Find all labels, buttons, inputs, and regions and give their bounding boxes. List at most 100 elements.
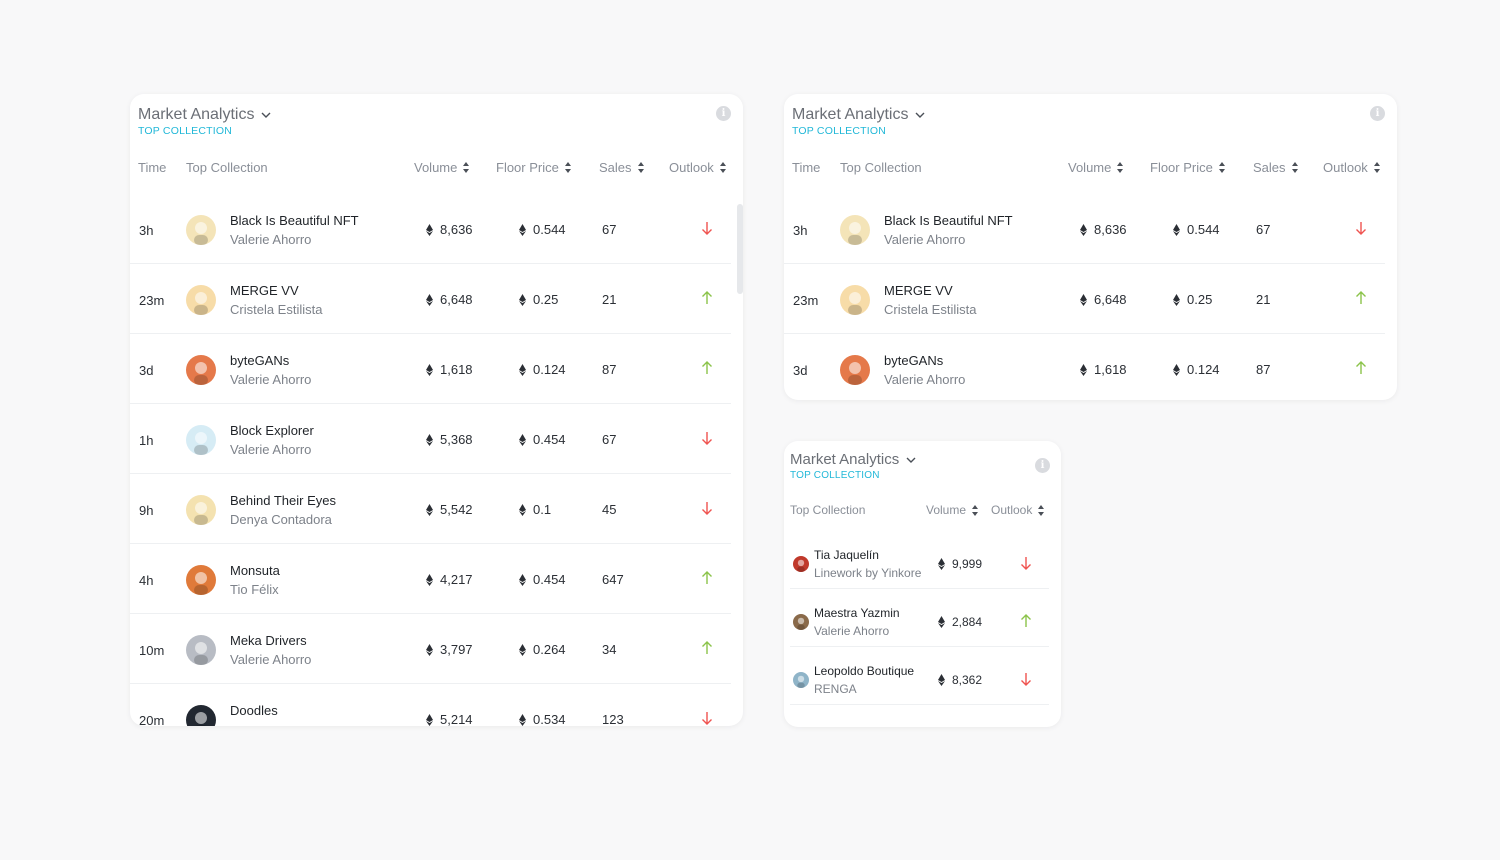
volume-value: 1,618: [1080, 362, 1127, 377]
collection-name[interactable]: Behind Their Eyes: [230, 493, 336, 508]
arrow-up-icon: [702, 571, 712, 584]
arrow-up-icon: [702, 291, 712, 304]
collection-name[interactable]: Block Explorer: [230, 423, 314, 438]
table-row[interactable]: 3h Black Is Beautiful NFT Valerie Ahorro 8,…: [784, 194, 1385, 264]
table-header: Top Collection Volume Outlook: [784, 503, 1061, 523]
header-sales[interactable]: Sales: [1253, 160, 1299, 175]
row-time: 23m: [793, 293, 819, 308]
table-row[interactable]: 3d byteGANs Valerie Ahorro 1,618 0.124 87: [784, 334, 1385, 400]
collection-name[interactable]: MERGE VV: [230, 283, 299, 298]
outlook-indicator: [701, 361, 713, 380]
collection-name[interactable]: MERGE VV: [884, 283, 953, 298]
info-icon[interactable]: i: [716, 106, 731, 121]
row-time: 20m: [139, 713, 165, 726]
table-row[interactable]: 20m Doodles 5,214 0.534 123: [130, 684, 731, 726]
collection-creator[interactable]: Valerie Ahorro: [230, 232, 312, 247]
header-outlook[interactable]: Outlook: [991, 503, 1045, 517]
chevron-down-icon: [915, 112, 925, 118]
header-outlook-label: Outlook: [991, 503, 1033, 517]
outlook-indicator: [1020, 614, 1032, 633]
sort-icon: [1291, 162, 1299, 173]
header-time: Time: [792, 160, 821, 175]
collection-name[interactable]: Monsuta: [230, 563, 280, 578]
header-outlook[interactable]: Outlook: [669, 160, 727, 175]
outlook-indicator: [1355, 221, 1367, 240]
card-subtitle: TOP COLLECTION: [138, 125, 233, 137]
collection-name[interactable]: Black Is Beautiful NFT: [884, 213, 1013, 228]
arrow-up-icon: [702, 641, 712, 654]
collection-creator[interactable]: Valerie Ahorro: [230, 652, 312, 667]
ethereum-icon: [519, 713, 526, 726]
header-floor-label: Floor Price: [1150, 160, 1213, 175]
arrow-down-icon: [1021, 557, 1031, 570]
header-sales[interactable]: Sales: [599, 160, 645, 175]
table-row[interactable]: 10m Meka Drivers Valerie Ahorro 3,797 0.264 3…: [130, 614, 731, 684]
floor-price-value: 0.124: [1173, 362, 1220, 377]
table-row[interactable]: 3h Black Is Beautiful NFT Valerie Ahorro 8,…: [130, 194, 731, 264]
collection-name[interactable]: byteGANs: [884, 353, 944, 368]
collection-creator[interactable]: Valerie Ahorro: [884, 372, 966, 387]
collection-creator[interactable]: Denya Contadora: [230, 512, 332, 527]
collection-name[interactable]: Meka Drivers: [230, 633, 307, 648]
sales-value: 67: [1256, 222, 1271, 237]
scrollbar[interactable]: [737, 204, 743, 294]
collection-name[interactable]: Leopoldo Boutique: [814, 664, 915, 678]
table-row[interactable]: 23m MERGE VV Cristela Estilista 6,648 0.25 21: [784, 264, 1385, 334]
floor-price-value: 0.544: [519, 222, 566, 237]
ethereum-icon: [426, 223, 433, 236]
card-title-dropdown[interactable]: Market Analytics: [792, 106, 926, 124]
outlook-indicator: [701, 571, 713, 590]
volume-value: 8,362: [938, 673, 982, 687]
table-row[interactable]: 23m MERGE VV Cristela Estilista 6,648 0.25 21: [130, 264, 731, 334]
collection-name[interactable]: Doodles: [230, 703, 278, 718]
header-floor-price[interactable]: Floor Price: [1150, 160, 1226, 175]
collection-name[interactable]: Maestra Yazmin: [814, 606, 900, 620]
header-volume[interactable]: Volume: [926, 503, 979, 517]
floor-price-value: 0.25: [519, 292, 558, 307]
header-volume[interactable]: Volume: [414, 160, 470, 175]
collection-creator[interactable]: Valerie Ahorro: [884, 232, 966, 247]
collection-creator[interactable]: Cristela Estilista: [230, 302, 323, 317]
volume-text: 2,884: [952, 615, 983, 629]
sales-value: 123: [602, 712, 624, 726]
volume-value: 5,542: [426, 502, 473, 517]
collection-creator[interactable]: Cristela Estilista: [884, 302, 977, 317]
header-outlook[interactable]: Outlook: [1323, 160, 1381, 175]
table-row[interactable]: 9h Behind Their Eyes Denya Contadora 5,542 0…: [130, 474, 731, 544]
floor-price-text: 0.544: [1187, 222, 1220, 237]
volume-value: 8,636: [1080, 222, 1127, 237]
card-header: Market Analytics TOP COLLECTION i: [130, 94, 743, 154]
floor-price-value: 0.544: [1173, 222, 1220, 237]
table-row[interactable]: 1h Block Explorer Valerie Ahorro 5,368 0.454…: [130, 404, 731, 474]
card-header: Market Analytics TOP COLLECTION i: [784, 94, 1397, 154]
card-title-dropdown[interactable]: Market Analytics: [138, 106, 272, 124]
floor-price-text: 0.454: [533, 572, 566, 587]
collection-name[interactable]: byteGANs: [230, 353, 290, 368]
floor-price-text: 0.25: [1187, 292, 1213, 307]
collection-creator[interactable]: Valerie Ahorro: [230, 442, 312, 457]
collection-creator[interactable]: Tio Félix: [230, 582, 279, 597]
header-floor-price[interactable]: Floor Price: [496, 160, 572, 175]
collection-creator[interactable]: Linework by Yinkore: [814, 566, 922, 580]
table-row[interactable]: Leopoldo Boutique RENGA 8,362: [790, 647, 1049, 705]
header-volume-label: Volume: [1068, 160, 1112, 175]
collection-name[interactable]: Tia Jaquelín: [814, 548, 879, 562]
card-title-dropdown[interactable]: Market Analytics: [790, 451, 917, 468]
collection-creator[interactable]: Valerie Ahorro: [230, 372, 312, 387]
row-time: 23m: [139, 293, 165, 308]
table-row[interactable]: 3d byteGANs Valerie Ahorro 1,618 0.124 87: [130, 334, 731, 404]
table-row[interactable]: 4h Monsuta Tio Félix 4,217 0.454 647: [130, 544, 731, 614]
collection-name[interactable]: Black Is Beautiful NFT: [230, 213, 359, 228]
market-analytics-card-large: Market Analytics TOP COLLECTION i Time T…: [130, 94, 743, 726]
collection-creator[interactable]: Valerie Ahorro: [814, 624, 890, 638]
outlook-indicator: [701, 291, 713, 310]
collection-avatar: [186, 215, 216, 245]
card-header: Market Analytics TOP COLLECTION i: [784, 441, 1061, 497]
collection-creator[interactable]: RENGA: [814, 682, 857, 696]
header-volume[interactable]: Volume: [1068, 160, 1124, 175]
ethereum-icon: [426, 503, 433, 516]
table-row[interactable]: Tia Jaquelín Linework by Yinkore 9,999: [790, 531, 1049, 589]
info-icon[interactable]: i: [1035, 458, 1050, 473]
info-icon[interactable]: i: [1370, 106, 1385, 121]
table-row[interactable]: Maestra Yazmin Valerie Ahorro 2,884: [790, 589, 1049, 647]
